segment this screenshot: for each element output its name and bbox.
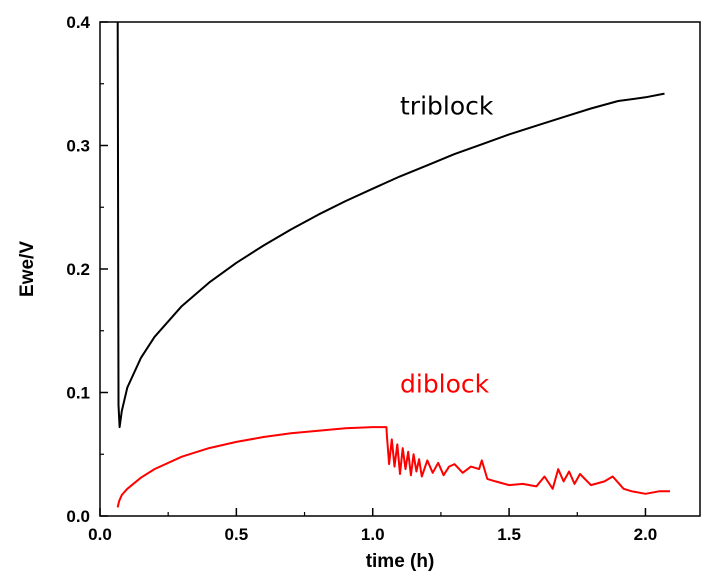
y-tick-label: 0.2 <box>66 260 90 279</box>
annotations: triblock diblock <box>400 92 494 399</box>
y-axis: 0.0 0.1 0.2 0.3 0.4 <box>66 13 108 526</box>
y-tick-label: 0.0 <box>66 507 90 526</box>
x-tick-label: 0.5 <box>225 525 249 544</box>
y-tick-label: 0.1 <box>66 384 90 403</box>
series-line-diblock <box>116 426 670 508</box>
x-tick-label: 2.0 <box>634 525 658 544</box>
x-axis-title: time (h) <box>366 551 435 572</box>
y-tick-label: 0.4 <box>66 13 90 32</box>
series-label-diblock: diblock <box>400 370 490 399</box>
x-tick-label: 1.0 <box>361 525 385 544</box>
y-axis-title: Ewe/V <box>17 241 38 297</box>
series-line-triblock <box>116 21 665 429</box>
x-tick-label: 1.5 <box>497 525 521 544</box>
y-tick-label: 0.3 <box>66 137 90 156</box>
series-label-triblock: triblock <box>400 92 494 121</box>
x-tick-label: 0.0 <box>88 525 112 544</box>
series-lines <box>116 21 670 508</box>
x-axis: 0.0 0.5 1.0 1.5 2.0 <box>88 508 657 544</box>
